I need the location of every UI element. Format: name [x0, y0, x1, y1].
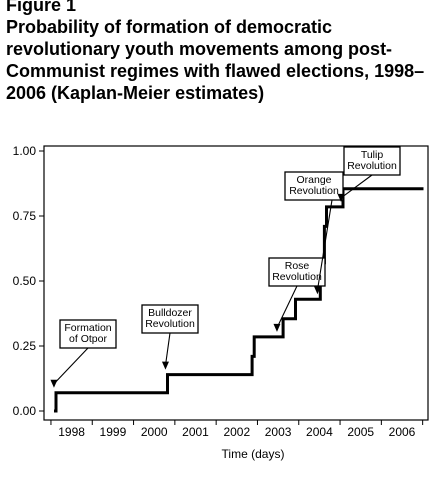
y-tick-label: 0.25 — [13, 339, 37, 353]
annotation-arrow — [316, 199, 333, 291]
annotation-label: Revolution — [347, 160, 397, 172]
annotation-box — [59, 319, 117, 349]
annotation-arrowhead — [50, 379, 58, 388]
annotation-label: Revolution — [145, 318, 195, 330]
annotation-arrowhead — [337, 193, 345, 202]
y-tick-label: 0.75 — [13, 209, 37, 223]
x-tick-label: 2001 — [182, 425, 209, 439]
plot-frame — [43, 145, 429, 421]
annotation-arrow — [340, 174, 373, 199]
annotation-label: Orange — [296, 174, 331, 186]
annotation-label: Formation — [64, 322, 111, 334]
figure-title: Probability of formation of democratic r… — [6, 17, 425, 103]
annotation-arrowhead — [273, 323, 281, 332]
x-tick-label: 2005 — [347, 425, 374, 439]
annotation-arrowhead — [313, 286, 321, 295]
y-tick-label: 0.50 — [13, 274, 37, 288]
x-axis-title: Time (days) — [222, 447, 285, 461]
y-tick-label: 1.00 — [13, 144, 37, 158]
km-step-line — [54, 187, 424, 413]
annotation-arrow — [276, 285, 298, 329]
annotation-label: Bulldozer — [148, 307, 192, 319]
annotation-box — [284, 171, 344, 201]
x-tick-label: 2000 — [141, 425, 168, 439]
figure-label: Figure 1 — [6, 0, 77, 15]
annotation-arrow — [164, 332, 171, 366]
x-tick-label: 2004 — [306, 425, 333, 439]
x-tick-label: 2002 — [223, 425, 250, 439]
annotation-box — [268, 257, 326, 287]
annotation-arrowhead — [161, 361, 169, 370]
x-tick-label: 2003 — [265, 425, 292, 439]
annotation-label: Revolution — [272, 271, 322, 283]
y-tick-label: 0.00 — [13, 404, 37, 418]
annotation-label: Revolution — [289, 185, 339, 197]
x-tick-label: 1998 — [58, 425, 85, 439]
figure-title-block: Figure 1 Probability of formation of dem… — [6, 0, 426, 104]
annotation-arrow — [53, 347, 89, 385]
annotation-label: of Otpor — [69, 333, 107, 345]
x-tick-label: 1999 — [100, 425, 127, 439]
annotation-label: Tulip — [361, 149, 384, 161]
x-tick-label: 2006 — [389, 425, 416, 439]
annotation-label: Rose — [285, 260, 310, 272]
